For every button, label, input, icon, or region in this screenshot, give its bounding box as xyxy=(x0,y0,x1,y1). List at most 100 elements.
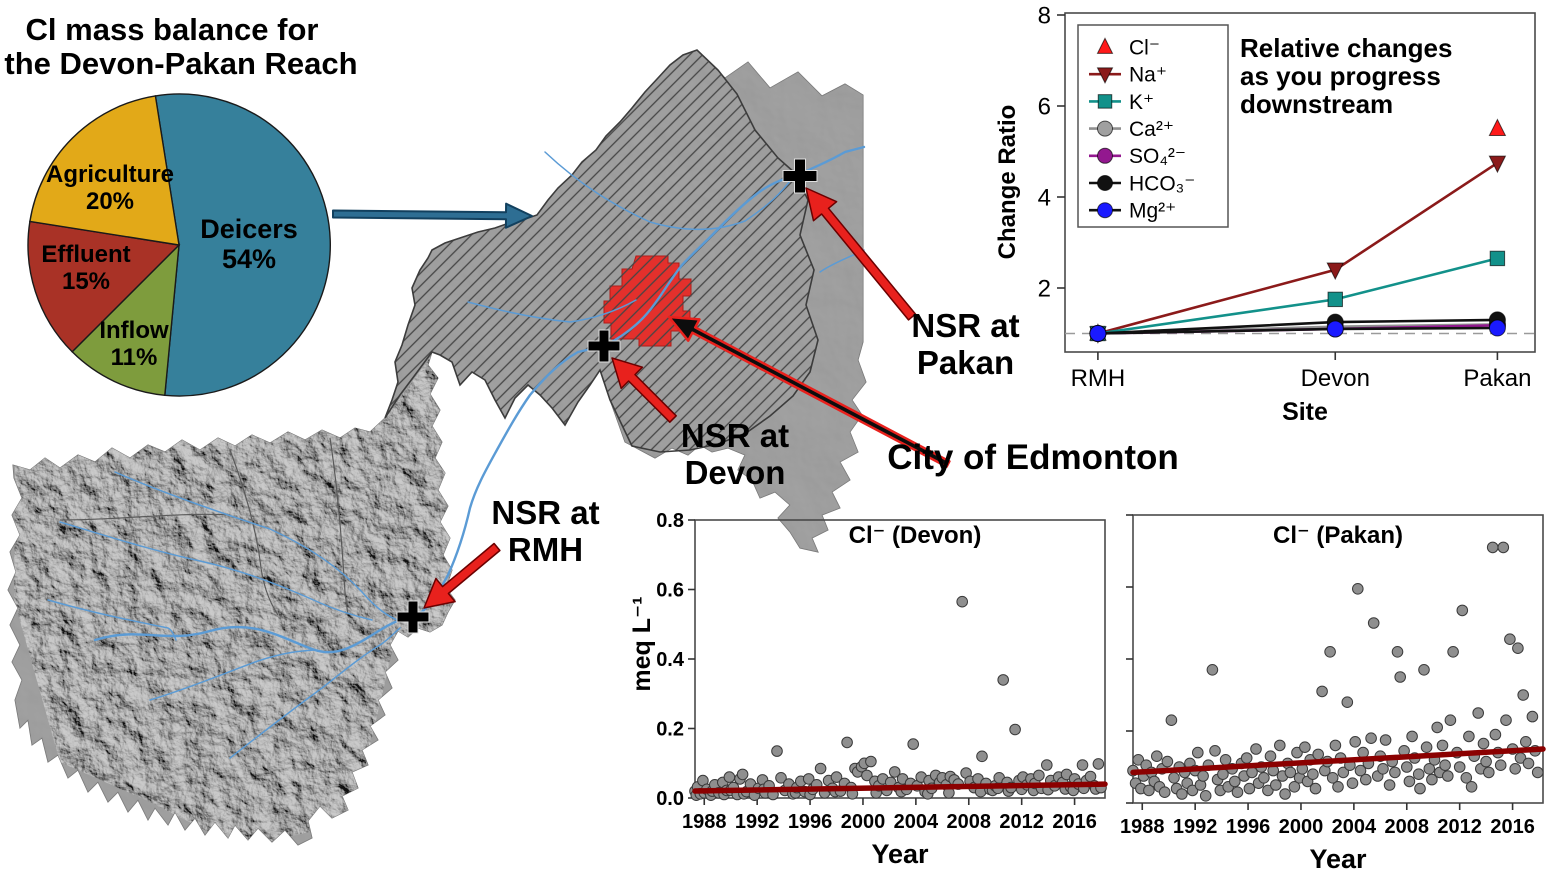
data-point xyxy=(1316,685,1328,698)
mountains-relief-texture xyxy=(14,355,465,845)
data-point xyxy=(1509,763,1522,775)
y-axis-label: meq L⁻¹ xyxy=(630,596,656,691)
tributary xyxy=(544,151,794,231)
data-point xyxy=(1406,730,1418,743)
tributary xyxy=(114,471,401,622)
data-point xyxy=(802,773,815,785)
pie-pct-effluent: 15% xyxy=(62,268,110,295)
circle-marker xyxy=(1089,325,1107,342)
data-point xyxy=(888,766,901,778)
data-point xyxy=(1076,759,1089,771)
data-point xyxy=(997,674,1010,686)
data-point xyxy=(1307,768,1319,781)
tributary xyxy=(467,299,637,323)
data-point xyxy=(1209,745,1221,757)
label-nsr-at-pakan-line2: Pakan xyxy=(916,343,1015,381)
data-point xyxy=(1522,757,1535,770)
data-point xyxy=(1346,777,1359,790)
cl-devon-scatter-plot: 1988 1992 1996 2000 2004 2008 2012 2016 0.0 0.2 0.… xyxy=(630,510,1108,869)
data-point xyxy=(1423,763,1436,775)
data-point xyxy=(907,738,920,750)
x-tick-label: 1996 xyxy=(1226,816,1271,838)
data-point xyxy=(1197,770,1209,782)
y-axis-label: Change Ratio xyxy=(994,105,1021,260)
y-tick-label: 2 xyxy=(1038,275,1051,302)
devon-pakan-reach-hatched-area xyxy=(384,49,819,453)
pie-pct-deicers: 54% xyxy=(222,244,276,274)
x-tick-label: 2016 xyxy=(1490,816,1535,838)
data-point xyxy=(1531,766,1544,779)
data-point xyxy=(1329,739,1342,752)
data-point xyxy=(1517,689,1530,701)
data-point xyxy=(1291,746,1303,759)
circle-marker xyxy=(1097,175,1113,191)
site-markers xyxy=(396,158,818,634)
line-chart-title-line3: downstream xyxy=(1240,89,1393,119)
data-point xyxy=(1176,788,1188,800)
data-point xyxy=(1460,772,1473,784)
label-nsr-at-pakan-line1: NSR at xyxy=(911,307,1020,344)
data-point xyxy=(1274,739,1286,752)
line-chart-title-line2: as you progress xyxy=(1240,61,1441,91)
circle-marker xyxy=(1097,147,1113,164)
data-point xyxy=(841,736,853,749)
label-nsr-at-devon-line2: Devon xyxy=(684,453,786,491)
data-point xyxy=(1288,781,1301,793)
data-point xyxy=(1477,737,1490,750)
pie-slice-inflow xyxy=(71,243,180,397)
data-point xyxy=(1132,754,1145,766)
legend-label-K⁺: K⁺ xyxy=(1129,91,1154,114)
pakan-site-marker xyxy=(782,158,818,194)
label-nsr-at-rmh-line1: NSR at xyxy=(491,494,600,531)
data-point xyxy=(1324,646,1336,658)
pie-label-deicers: Deicers xyxy=(200,214,298,244)
data-point xyxy=(1352,583,1364,595)
label-nsr-at-devon-line1: NSR at xyxy=(680,417,790,454)
triangle-up-marker xyxy=(1488,118,1507,137)
data-point xyxy=(1494,759,1507,772)
panel-title: Cl⁻ (Devon) xyxy=(849,522,982,549)
y-tick-label: 0.2 xyxy=(656,719,684,741)
data-point xyxy=(1379,734,1392,746)
y-tick-label: 0.0 xyxy=(656,788,684,810)
data-point xyxy=(1365,732,1377,744)
x-tick-label: 2004 xyxy=(894,811,939,833)
data-point xyxy=(1168,772,1180,784)
data-point xyxy=(1284,766,1297,779)
trend-line xyxy=(1130,746,1546,776)
triangle-down-marker xyxy=(1096,67,1114,84)
label-city-of-edmonton: City of Edmonton xyxy=(878,438,1188,477)
x-tick-label: 1988 xyxy=(682,811,727,833)
x-tick-label: 2008 xyxy=(947,811,992,833)
data-point xyxy=(771,745,783,757)
x-tick-label-rmh: RMH xyxy=(1071,365,1126,392)
data-point xyxy=(1465,781,1478,793)
x-tick-label: 2012 xyxy=(999,811,1044,833)
data-point xyxy=(1389,766,1401,779)
pie-title-line2: the Devon-Pakan Reach xyxy=(4,46,357,81)
data-point xyxy=(1217,768,1229,781)
x-tick-label: 2004 xyxy=(1332,816,1377,838)
x-tick-label: 2000 xyxy=(841,811,886,833)
deicers-to-map-arrow xyxy=(332,202,533,229)
data-point xyxy=(1299,741,1311,753)
x-axis-label: Year xyxy=(871,839,929,869)
x-tick-label: 2008 xyxy=(1385,816,1430,838)
data-point xyxy=(1041,759,1053,771)
data-point xyxy=(1500,714,1512,726)
legend-label-Cl⁻: Cl⁻ xyxy=(1129,36,1160,59)
triangle-down-marker xyxy=(1326,262,1345,281)
pie-label-agriculture: Agriculture xyxy=(46,161,174,188)
legend-label-SO₄²⁻: SO₄²⁻ xyxy=(1129,145,1186,168)
data-point xyxy=(1270,779,1282,791)
tributary xyxy=(47,599,177,641)
circle-marker xyxy=(1097,202,1113,219)
rmh-pointer-arrow xyxy=(423,542,501,609)
x-tick-label: 2016 xyxy=(1052,811,1097,833)
data-point xyxy=(956,595,969,608)
pie-pct-inflow: 11% xyxy=(111,344,158,371)
data-point xyxy=(1520,736,1532,748)
pie-slice-effluent xyxy=(27,220,181,353)
x-tick-label: 1992 xyxy=(735,811,780,833)
data-point xyxy=(1349,736,1361,748)
